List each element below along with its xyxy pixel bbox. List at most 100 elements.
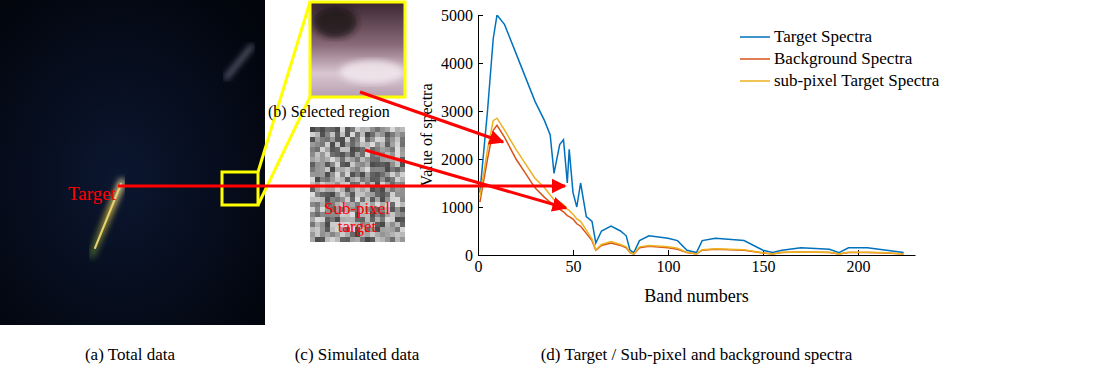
arrows: [118, 92, 566, 208]
noise-pixel: [360, 132, 365, 137]
noise-pixel: [390, 227, 395, 232]
tick-label: 0: [465, 247, 473, 264]
noise-pixel: [395, 162, 400, 167]
noise-pixel: [360, 152, 365, 157]
noise-pixel: [375, 172, 380, 177]
noise-pixel: [380, 187, 385, 192]
noise-pixel: [340, 137, 345, 142]
noise-pixel: [310, 147, 315, 152]
noise-pixel: [330, 227, 335, 232]
tick-mark: [478, 111, 483, 112]
noise-pixel: [340, 192, 345, 197]
noise-pixel: [355, 152, 360, 157]
noise-pixel: [335, 162, 340, 167]
noise-pixel: [350, 132, 355, 137]
axis-line: [479, 255, 916, 256]
legend-swatch: [740, 80, 770, 82]
noise-pixel: [315, 147, 320, 152]
noise-pixel: [390, 177, 395, 182]
noise-pixel: [340, 237, 345, 242]
noise-pixel: [365, 142, 370, 147]
panel-caption: (d) Target / Sub-pixel and background sp…: [541, 345, 853, 364]
pointer-arrow: [360, 92, 503, 142]
noise-pixel: [320, 127, 325, 132]
noise-pixel: [330, 147, 335, 152]
tick: 0: [465, 247, 483, 264]
x-axis-title: Band numbers: [644, 286, 748, 306]
noise-pixel: [360, 157, 365, 162]
noise-pixel: [385, 147, 390, 152]
noise-pixel: [370, 157, 375, 162]
noise-pixel: [350, 162, 355, 167]
noise-pixel: [390, 187, 395, 192]
legend: Target SpectraBackground Spectrasub-pixe…: [740, 27, 940, 90]
noise-pixel: [365, 137, 370, 142]
noise-pixel: [315, 217, 320, 222]
noise-pixel: [385, 162, 390, 167]
noise-pixel: [360, 192, 365, 197]
noise-pixel: [320, 152, 325, 157]
noise-pixel: [320, 137, 325, 142]
noise-pixel: [380, 157, 385, 162]
noise-pixel: [310, 167, 315, 172]
noise-pixel: [380, 177, 385, 182]
tick: 5000: [441, 7, 483, 24]
noise-pixel: [325, 127, 330, 132]
noise-pixel: [390, 137, 395, 142]
tick: 200: [847, 250, 871, 275]
tick-label: 3000: [441, 103, 473, 120]
panel-b: [310, 2, 405, 97]
noise-pixel: [345, 167, 350, 172]
figure: Target(b) Selected regionSub-pixeltarget…: [0, 0, 1102, 379]
noise-pixel: [340, 152, 345, 157]
noise-pixel: [365, 237, 370, 242]
noise-pixel: [390, 202, 395, 207]
noise-pixel: [390, 212, 395, 217]
noise-pixel: [355, 157, 360, 162]
noise-pixel: [380, 142, 385, 147]
noise-pixel: [400, 232, 405, 237]
noise-pixel: [320, 172, 325, 177]
noise-pixel: [340, 162, 345, 167]
noise-pixel: [375, 132, 380, 137]
noise-pixel: [365, 172, 370, 177]
noise-pixel: [340, 177, 345, 182]
noise-pixel: [400, 172, 405, 177]
noise-pixel: [320, 167, 325, 172]
noise-pixel: [390, 222, 395, 227]
noise-pixel: [310, 222, 315, 227]
noise-pixel: [355, 237, 360, 242]
noise-pixel: [370, 162, 375, 167]
panel-a: Target: [0, 0, 265, 325]
selected-region-image: [310, 2, 405, 97]
noise-pixel: [340, 127, 345, 132]
noise-pixel: [395, 132, 400, 137]
noise-pixel: [385, 142, 390, 147]
noise-pixel: [370, 192, 375, 197]
noise-pixel: [345, 192, 350, 197]
noise-pixel: [315, 187, 320, 192]
noise-pixel: [330, 237, 335, 242]
noise-pixel: [330, 162, 335, 167]
noise-pixel: [310, 152, 315, 157]
dark-area: [313, 6, 357, 38]
noise-pixel: [350, 177, 355, 182]
noise-pixel: [365, 127, 370, 132]
noise-pixel: [380, 162, 385, 167]
noise-pixel: [385, 187, 390, 192]
noise-pixel: [325, 222, 330, 227]
noise-pixel: [355, 127, 360, 132]
noise-pixel: [315, 132, 320, 137]
noise-pixel: [355, 192, 360, 197]
noise-pixel: [335, 147, 340, 152]
noise-pixel: [325, 172, 330, 177]
noise-pixel: [355, 167, 360, 172]
legend-swatch: [740, 58, 770, 60]
noise-pixel: [310, 162, 315, 167]
noise-pixel: [380, 237, 385, 242]
noise-pixel: [310, 237, 315, 242]
noise-pixel: [360, 162, 365, 167]
noise-pixel: [315, 137, 320, 142]
noise-pixel: [375, 127, 380, 132]
noise-pixel: [330, 177, 335, 182]
